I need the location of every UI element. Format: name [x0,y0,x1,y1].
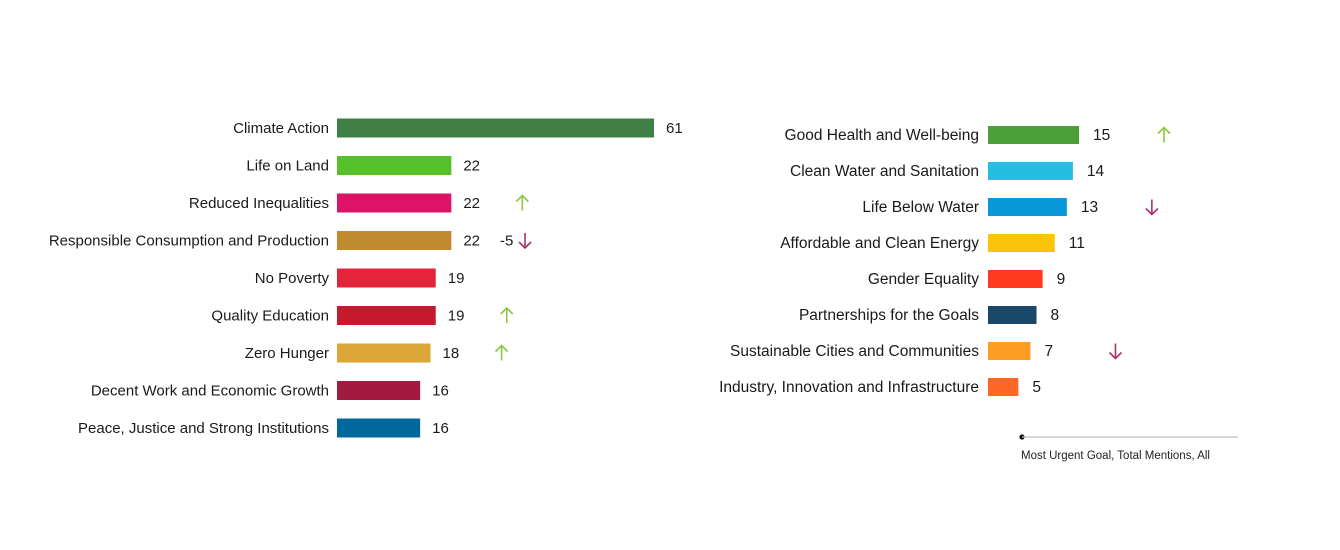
bar [337,268,436,288]
trend-down-icon [1145,199,1159,216]
bar [988,198,1067,216]
bar-label: Zero Hunger [245,345,329,362]
bar-label: Sustainable Cities and Communities [730,343,979,360]
bar-value: 22 [463,195,480,212]
bar-label: Decent Work and Economic Growth [91,383,329,400]
bar [337,381,421,400]
bar [988,378,1019,396]
bar-value: 18 [443,345,460,362]
trend-up-icon [494,344,509,361]
bar [337,118,654,138]
left-bar-panel: Climate Action 61 Life on Land 22 Reduced In… [49,118,683,438]
bar [988,270,1043,288]
bar-value: 13 [1081,199,1098,216]
bar-value: 5 [1032,379,1041,396]
bar-label: Peace, Justice and Strong Institutions [78,420,329,437]
bar-value: 8 [1051,307,1060,324]
trend-down-icon [518,233,532,250]
bar-label: No Poverty [255,270,330,287]
trend-up-icon [515,194,529,211]
bar-value: 11 [1069,235,1085,252]
bar-label: Life Below Water [862,199,979,216]
bar-label: Climate Action [233,120,329,137]
bar [988,342,1031,360]
bar-label: Industry, Innovation and Infrastructure [719,379,979,396]
bar-label: Partnerships for the Goals [799,307,979,324]
bar-value: 19 [448,270,465,287]
bar-value: 22 [463,233,480,250]
trend-down-icon [1108,343,1123,360]
bar-value: 16 [432,383,449,400]
bar-label: Life on Land [246,158,329,175]
legend-text: Most Urgent Goal, Total Mentions, All [1021,450,1210,462]
bar-value: 22 [463,158,480,175]
trend-up-icon [1157,126,1171,143]
change-label: -5 [500,233,513,250]
bar-value: 15 [1093,127,1110,144]
bar-label: Responsible Consumption and Production [49,233,329,250]
bar [988,162,1073,180]
bar-label: Reduced Inequalities [189,195,329,212]
bar-label: Good Health and Well-being [785,127,979,144]
bar-value: 9 [1057,271,1066,288]
bar-value: 14 [1087,163,1105,180]
bar [988,126,1079,144]
bar-value: 61 [666,120,683,137]
bar [337,231,452,250]
right-bar-panel: Good Health and Well-being 15 Clean Water … [719,126,1171,396]
bar-value: 7 [1044,343,1053,360]
bar [337,343,431,363]
bar-label: Affordable and Clean Energy [780,235,979,252]
bar [337,418,421,438]
bar-label: Clean Water and Sanitation [790,163,979,180]
bar [988,234,1055,252]
bar [337,306,436,325]
bar [337,193,452,213]
bar-value: 16 [432,420,449,437]
bar-label: Quality Education [211,308,329,325]
bar-label: Gender Equality [868,271,979,288]
bar-value: 19 [448,308,465,325]
bar [337,156,452,175]
trend-up-icon [500,306,514,323]
legend: Most Urgent Goal, Total Mentions, All [1019,434,1238,462]
bar [988,306,1037,324]
